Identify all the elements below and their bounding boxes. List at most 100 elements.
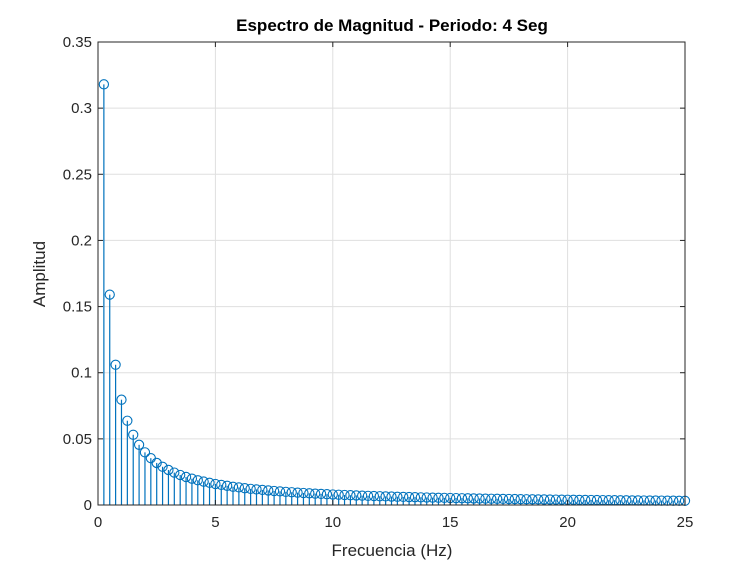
y-tick-label: 0.3 bbox=[71, 100, 92, 117]
x-axis-label: Frecuencia (Hz) bbox=[332, 541, 453, 560]
y-tick-label: 0.15 bbox=[63, 299, 92, 316]
stem-marker bbox=[315, 488, 327, 500]
stem-marker bbox=[356, 490, 368, 501]
x-tick-label: 5 bbox=[211, 514, 219, 531]
stem-marker bbox=[468, 493, 479, 504]
stem-marker bbox=[104, 289, 115, 300]
y-tick-label: 0.05 bbox=[63, 431, 92, 448]
stem-marker bbox=[274, 486, 286, 497]
stem-marker bbox=[139, 447, 151, 458]
stem-marker bbox=[433, 492, 444, 503]
stem-marker bbox=[421, 492, 432, 503]
stem-marker bbox=[180, 471, 192, 483]
stem-marker bbox=[298, 487, 309, 499]
stem-marker bbox=[286, 487, 297, 498]
y-tick-label: 0.2 bbox=[71, 232, 92, 249]
stem-marker bbox=[439, 492, 450, 504]
y-tick-label: 0.1 bbox=[71, 365, 92, 382]
stem-marker bbox=[151, 457, 162, 469]
stem-marker bbox=[538, 494, 550, 505]
stem-marker bbox=[368, 490, 380, 502]
stem-marker bbox=[380, 491, 391, 502]
stem-marker bbox=[515, 494, 526, 505]
stem-marker bbox=[221, 480, 233, 491]
stem-marker bbox=[351, 490, 362, 501]
stem-marker bbox=[98, 79, 110, 90]
stem-marker bbox=[122, 415, 133, 426]
stem-marker bbox=[568, 494, 579, 505]
stem-marker bbox=[503, 493, 515, 505]
y-tick-label: 0 bbox=[84, 497, 92, 514]
stem-marker bbox=[175, 469, 186, 481]
stem-marker bbox=[415, 492, 426, 503]
stem-marker bbox=[392, 491, 403, 502]
stem-marker bbox=[492, 493, 503, 504]
stem-marker bbox=[239, 483, 250, 494]
stem-marker bbox=[450, 492, 462, 504]
plot-frame bbox=[97, 41, 686, 506]
stem-marker bbox=[403, 491, 415, 503]
stem-marker bbox=[321, 489, 333, 500]
y-tick-label: 0.25 bbox=[63, 166, 92, 183]
stem-marker bbox=[339, 489, 350, 501]
stem-marker bbox=[345, 490, 356, 501]
stem-marker bbox=[304, 488, 315, 499]
stem-marker bbox=[116, 394, 127, 405]
stem-marker bbox=[192, 475, 203, 486]
x-tick-label: 20 bbox=[559, 514, 576, 531]
stem-marker bbox=[550, 494, 562, 505]
stem-marker bbox=[556, 494, 567, 505]
stem-marker bbox=[310, 488, 321, 499]
stem-marker bbox=[216, 479, 227, 491]
stem-marker bbox=[574, 494, 585, 506]
stem-marker bbox=[263, 485, 274, 496]
stem-marker bbox=[427, 492, 438, 503]
stem-marker bbox=[497, 493, 509, 505]
x-tick-label: 0 bbox=[94, 514, 102, 531]
stem-marker bbox=[509, 493, 520, 505]
stem-marker bbox=[474, 493, 485, 504]
stem-marker bbox=[374, 491, 385, 502]
stem-marker bbox=[486, 493, 497, 504]
x-tick-label: 15 bbox=[442, 514, 459, 531]
stem-marker bbox=[169, 467, 180, 478]
stem-marker bbox=[210, 478, 221, 490]
stem-marker bbox=[257, 484, 268, 496]
stem-marker bbox=[362, 490, 374, 501]
stem-marker bbox=[268, 485, 280, 497]
stem-marker bbox=[110, 359, 121, 370]
x-tick-label: 25 bbox=[677, 514, 694, 531]
stem-marker bbox=[544, 494, 556, 505]
stem-marker bbox=[462, 493, 473, 504]
y-tick-label: 0.35 bbox=[63, 34, 92, 51]
stem-marker bbox=[128, 429, 139, 440]
stem-marker bbox=[533, 494, 544, 505]
stem-marker bbox=[204, 477, 215, 488]
stem-marker bbox=[521, 494, 532, 505]
axis-ticks: 0 5 10 15 20 25 0 0.05 0.1 0.15 0.2 0.25 0.3 0.35 bbox=[63, 34, 694, 531]
stem-marker bbox=[251, 484, 262, 495]
stem-marker bbox=[333, 489, 344, 500]
x-tick-label: 10 bbox=[324, 514, 341, 531]
plot-area bbox=[98, 42, 685, 505]
stem-marker bbox=[292, 487, 303, 498]
stem-marker bbox=[157, 461, 168, 472]
stem-marker bbox=[480, 493, 491, 504]
stem-series bbox=[98, 79, 691, 506]
stem-marker bbox=[198, 476, 209, 487]
stem-marker bbox=[133, 439, 145, 450]
y-axis-label: Amplitud bbox=[30, 241, 49, 307]
stem-marker bbox=[163, 464, 174, 476]
stem-marker bbox=[280, 486, 291, 497]
stem-marker bbox=[527, 494, 538, 505]
stem-marker bbox=[327, 489, 338, 500]
stem-marker bbox=[233, 482, 245, 493]
stem-marker bbox=[227, 481, 239, 492]
stem-marker bbox=[398, 491, 409, 503]
stem-marker bbox=[386, 491, 397, 502]
stem-marker bbox=[245, 483, 256, 495]
stem-marker bbox=[456, 493, 468, 504]
stem-marker bbox=[409, 492, 421, 503]
chart-title: Espectro de Magnitud - Periodo: 4 Seg bbox=[236, 16, 548, 35]
